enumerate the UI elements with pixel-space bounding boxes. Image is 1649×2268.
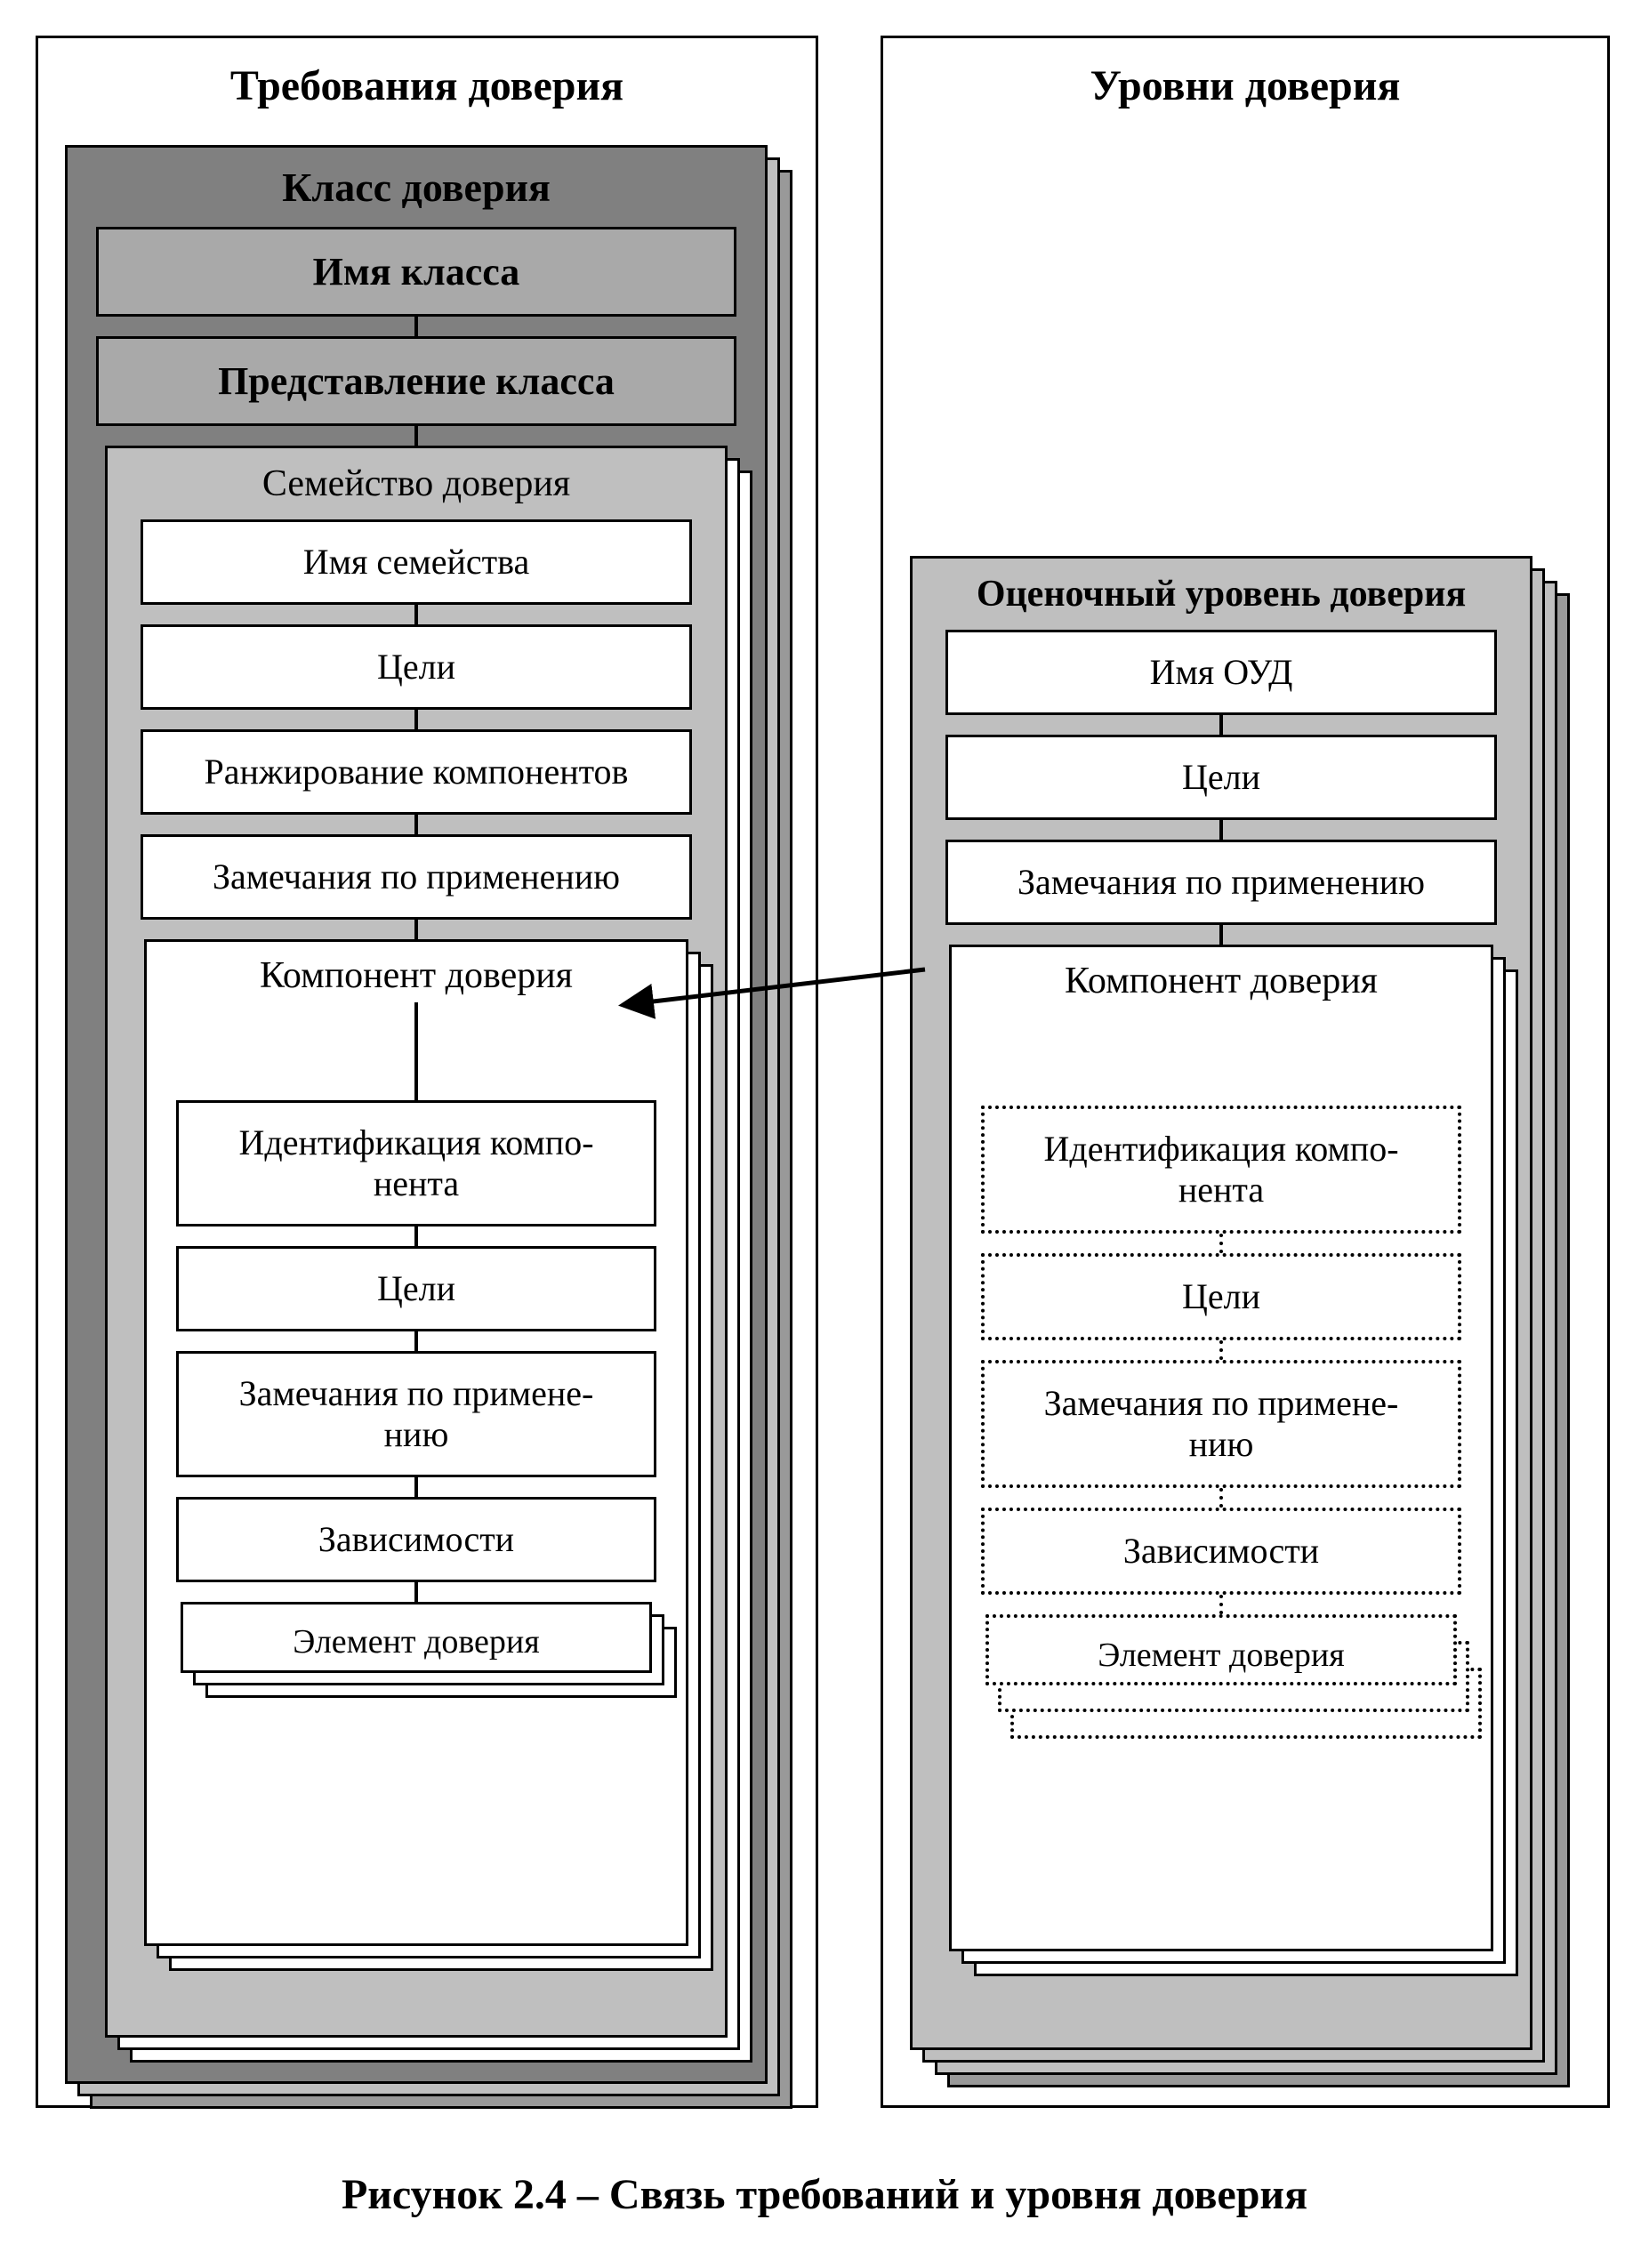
family-title: Семейство доверия [108,448,725,519]
figure-caption: Рисунок 2.4 – Связь требований и уровня … [0,2170,1649,2219]
connector [1219,820,1223,840]
left-comp-row-0: Идентификация компо- нента [176,1100,656,1226]
eval-row-name: Имя ОУД [945,630,1497,715]
class-box: Класс доверия Имя класса Представление к… [65,145,768,2084]
class-stack: Класс доверия Имя класса Представление к… [65,145,768,2084]
connector [1219,715,1223,735]
connector [414,317,418,336]
right-comp-row-1: Цели [981,1253,1461,1340]
connector [414,710,418,729]
connector-dash [1219,1340,1223,1360]
right-comp-row-2: Замечания по примене- нию [981,1360,1461,1488]
left-column: Требования доверия Класс доверия Имя кла… [36,36,818,2108]
right-comp-row-0: Идентификация компо- нента [981,1106,1461,1234]
class-title: Класс доверия [68,148,765,227]
connector [414,1226,418,1246]
right-element-stack: Элемент доверия [985,1614,1457,1685]
eval-box: Оценочный уровень доверия Имя ОУД Цели З… [910,556,1532,2050]
left-comp-row-1: Цели [176,1246,656,1331]
family-row-notes: Замечания по применению [141,834,692,920]
right-component-box: Компонент доверия Идентификация компо- н… [949,945,1493,1951]
connector-dash [1219,1488,1223,1508]
class-row-name: Имя класса [96,227,736,317]
family-stack: Семейство доверия Имя семейства Цели Ран… [105,446,728,2038]
family-box: Семейство доверия Имя семейства Цели Ран… [105,446,728,2038]
diagram-page: Требования доверия Класс доверия Имя кла… [0,0,1649,2268]
left-comp-row-2: Замечания по примене- нию [176,1351,656,1477]
connector [1219,925,1223,945]
right-component-title: Компонент доверия [952,947,1491,1008]
left-comp-row-3: Зависимости [176,1497,656,1582]
right-element-box: Элемент доверия [985,1614,1457,1685]
connector [414,920,418,939]
connector [414,426,418,446]
connector [414,815,418,834]
eval-stack: Оценочный уровень доверия Имя ОУД Цели З… [910,556,1532,2050]
eval-row-notes: Замечания по применению [945,840,1497,925]
left-title: Требования доверия [38,38,816,128]
connector [414,1477,418,1497]
right-component-stack: Компонент доверия Идентификация компо- н… [949,945,1493,1951]
family-row-name: Имя семейства [141,519,692,605]
connector-dash [1219,1595,1223,1614]
class-row-repr: Представление класса [96,336,736,426]
left-component-box: Компонент доверия Идентификация компо- н… [144,939,688,1946]
connector-dash [1219,1234,1223,1253]
eval-title: Оценочный уровень доверия [913,559,1530,630]
right-comp-row-3: Зависимости [981,1508,1461,1595]
family-row-goals: Цели [141,624,692,710]
right-column: Уровни доверия Оценочный уровень доверия… [881,36,1610,2108]
eval-row-goals: Цели [945,735,1497,820]
left-element-stack: Элемент доверия [181,1602,652,1673]
left-element-box: Элемент доверия [181,1602,652,1673]
connector [414,1582,418,1602]
left-component-title: Компонент доверия [147,942,686,1002]
left-component-stack: Компонент доверия Идентификация компо- н… [144,939,688,1946]
family-row-ranking: Ранжирование компонентов [141,729,692,815]
connector [414,1331,418,1351]
right-title: Уровни доверия [883,38,1607,128]
connector [414,605,418,624]
connector [414,1002,418,1100]
